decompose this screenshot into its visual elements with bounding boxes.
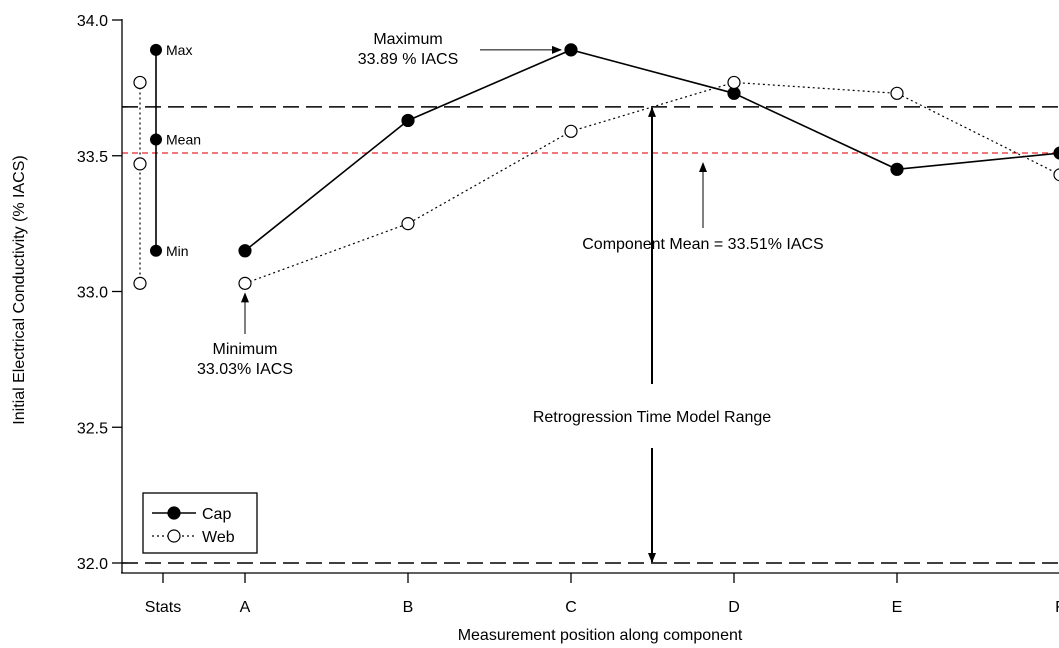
x-tick-label: C	[565, 599, 577, 616]
y-tick-label: 33.0	[77, 285, 108, 302]
y-tick-label: 32.5	[77, 420, 108, 437]
y-axis-label: Initial Electrical Conductivity (% IACS)	[11, 155, 28, 424]
point-web-B	[401, 217, 415, 231]
stats-mean-label: Mean	[166, 131, 201, 147]
series-line-cap	[244, 49, 1059, 252]
x-axis-label: Measurement position along component	[458, 627, 743, 644]
point-web-D	[727, 75, 741, 90]
stats-cap-max-point	[150, 43, 162, 56]
y-tick-label: 32.0	[77, 556, 108, 573]
y-tick-label: 34.0	[77, 13, 108, 30]
point-cap-B	[401, 113, 415, 128]
annotation-maximum-title: Maximum	[373, 31, 442, 48]
point-cap-F	[1053, 146, 1059, 160]
stats-max-label: Max	[166, 42, 192, 58]
x-tick-label: Stats	[145, 599, 181, 616]
x-tick-label: F	[1055, 599, 1059, 616]
legend-marker-web	[167, 529, 181, 543]
legend-marker-cap	[167, 506, 181, 520]
stats-web-min-point	[133, 276, 147, 290]
point-cap-C	[564, 43, 578, 57]
x-tick-label: D	[728, 599, 740, 616]
point-web-A	[238, 276, 252, 290]
annotation-mean-label: Component Mean = 33.51% IACS	[582, 236, 823, 253]
stats-cap-mean-point	[150, 133, 162, 146]
annotation-range-label: Retrogression Time Model Range	[533, 409, 771, 426]
point-web-E	[890, 86, 904, 100]
legend-label-cap: Cap	[202, 506, 231, 523]
x-tick-label: B	[403, 599, 414, 616]
point-cap-D	[727, 86, 741, 100]
stats-web-mean-point	[133, 157, 147, 171]
annotation-maximum-value: 33.89 % IACS	[358, 51, 459, 68]
point-cap-A	[238, 244, 252, 258]
point-cap-E	[890, 162, 904, 176]
stats-cap-min-point	[150, 244, 162, 257]
stats-web-max-point	[133, 75, 147, 90]
annotation-minimum-value: 33.03% IACS	[197, 361, 293, 378]
x-tick-label: E	[892, 599, 903, 616]
legend-box	[142, 492, 258, 554]
y-tick-label: 33.5	[77, 149, 108, 166]
point-web-F	[1053, 168, 1059, 182]
x-tick-label: A	[240, 599, 251, 616]
annotation-minimum-title: Minimum	[213, 341, 278, 358]
point-web-C	[564, 124, 578, 138]
legend-label-web: Web	[202, 529, 235, 546]
stats-min-label: Min	[166, 243, 189, 259]
